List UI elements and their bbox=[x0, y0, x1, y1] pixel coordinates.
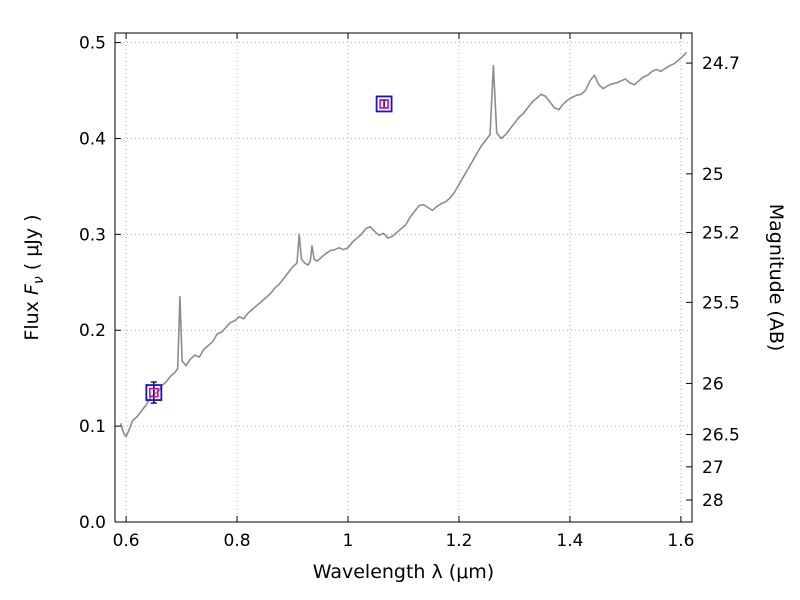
photometry-marker-inner bbox=[149, 387, 159, 398]
y-tick-left-label: 0.1 bbox=[79, 417, 106, 437]
y-axis-label-right: Magnitude (AB) bbox=[765, 204, 787, 352]
x-tick-label: 0.8 bbox=[224, 531, 251, 551]
plot-frame bbox=[114, 32, 693, 523]
y-tick-left-label: 0.5 bbox=[79, 34, 106, 54]
y-axis-label-left: Flux Fν ( μJy ) bbox=[21, 214, 47, 340]
y-tick-right-label: 26.5 bbox=[702, 426, 740, 446]
y-tick-right-label: 24.7 bbox=[702, 54, 740, 74]
x-tick-label: 1.4 bbox=[556, 531, 583, 551]
y-tick-right-label: 25.2 bbox=[702, 223, 740, 243]
y-tick-right-label: 25.5 bbox=[702, 293, 740, 313]
y-tick-left-label: 0.3 bbox=[79, 225, 106, 245]
x-tick-label: 1.6 bbox=[667, 531, 694, 551]
photometry-marker-outer bbox=[375, 95, 393, 113]
y-tick-left-label: 0.0 bbox=[79, 513, 106, 533]
y-tick-right-label: 28 bbox=[702, 491, 724, 511]
spectrum-line bbox=[119, 51, 688, 438]
y-tick-left-label: 0.4 bbox=[79, 129, 106, 149]
y-tick-right-label: 27 bbox=[702, 458, 724, 478]
y-tick-left-label: 0.2 bbox=[79, 321, 106, 341]
photometry-marker-inner bbox=[379, 99, 389, 109]
x-tick-label: 1 bbox=[343, 531, 354, 551]
y-tick-right-label: 26 bbox=[702, 374, 724, 394]
x-tick-label: 0.6 bbox=[113, 531, 140, 551]
x-tick-label: 1.2 bbox=[445, 531, 472, 551]
y-tick-right-label: 25 bbox=[702, 165, 724, 185]
photometry-marker-outer bbox=[145, 384, 163, 401]
x-axis-label: Wavelength λ (μm) bbox=[313, 561, 494, 583]
